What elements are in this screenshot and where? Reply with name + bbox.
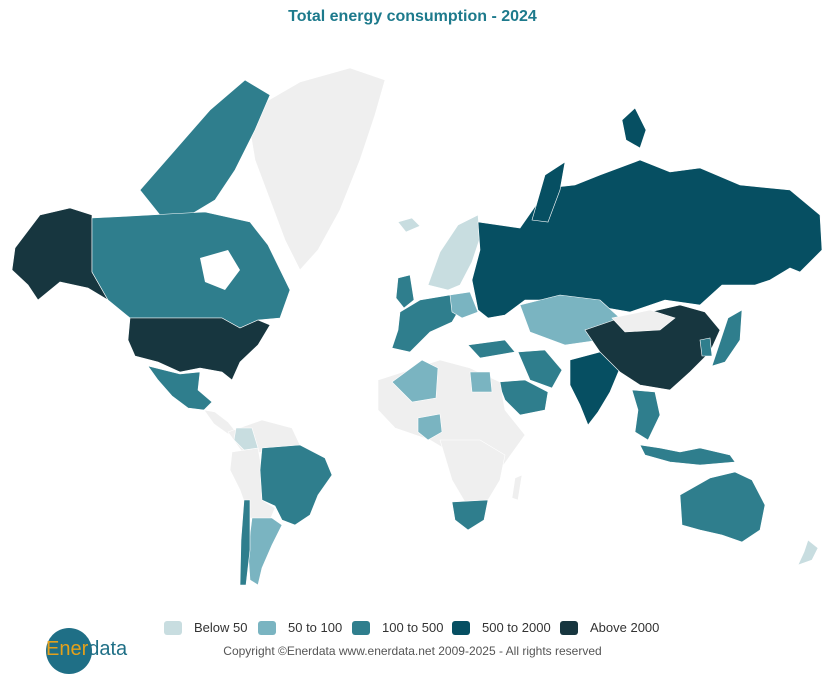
legend-swatch xyxy=(560,621,578,635)
region-mongolia[interactable] xyxy=(611,309,676,333)
legend-label: Above 2000 xyxy=(590,620,660,635)
region-alaska[interactable] xyxy=(11,207,109,301)
region-saudi-arabia[interactable] xyxy=(497,379,549,416)
region-central-america[interactable] xyxy=(203,409,237,435)
region-egypt[interactable] xyxy=(469,371,493,393)
legend-label: 100 to 500 xyxy=(382,620,444,635)
region-eastern-europe[interactable] xyxy=(449,291,479,319)
logo-text-part2: data xyxy=(88,638,128,660)
region-korea[interactable] xyxy=(699,337,713,357)
hudson-bay xyxy=(200,250,240,290)
region-algeria[interactable] xyxy=(391,359,439,403)
region-nigeria[interactable] xyxy=(417,413,443,441)
region-central-africa[interactable] xyxy=(439,439,506,503)
legend-label: Below 50 xyxy=(194,620,248,635)
region-brazil[interactable] xyxy=(259,444,333,526)
legend-swatch xyxy=(352,621,370,635)
legend-swatch xyxy=(258,621,276,635)
legend-label: 50 to 100 xyxy=(288,620,343,635)
region-japan[interactable] xyxy=(711,309,743,367)
logo-text-part1: Ener xyxy=(46,638,89,660)
region-mexico[interactable] xyxy=(147,365,213,411)
region-madagascar[interactable] xyxy=(511,474,523,501)
region-andes[interactable] xyxy=(229,447,276,521)
map-legend: Below 50 50 to 100 100 to 500 500 to 200… xyxy=(164,620,684,638)
region-canada-islands[interactable] xyxy=(139,79,271,216)
region-iceland[interactable] xyxy=(397,217,421,233)
region-uk[interactable] xyxy=(395,274,415,309)
region-new-zealand[interactable] xyxy=(797,539,819,566)
region-iran[interactable] xyxy=(517,349,563,389)
legend-swatch xyxy=(164,621,182,635)
region-south-africa[interactable] xyxy=(451,499,489,531)
region-greenland[interactable] xyxy=(249,67,386,271)
region-russia-islands[interactable] xyxy=(531,161,566,223)
map-title: Total energy consumption - 2024 xyxy=(288,8,537,25)
region-russia[interactable] xyxy=(471,159,823,319)
world-choropleth-map xyxy=(11,67,823,586)
region-usa[interactable] xyxy=(127,317,271,381)
region-chile[interactable] xyxy=(239,499,251,586)
region-turkey[interactable] xyxy=(467,339,516,359)
legend-swatch xyxy=(452,621,470,635)
region-western-europe[interactable] xyxy=(391,294,463,353)
enerdata-logo-circle xyxy=(46,628,92,674)
region-argentina[interactable] xyxy=(247,517,283,586)
region-southeast-asia[interactable] xyxy=(631,389,661,441)
region-canada[interactable] xyxy=(91,211,291,329)
region-novaya-zemlya[interactable] xyxy=(621,107,647,149)
copyright-notice: Copyright ©Enerdata www.enerdata.net 200… xyxy=(223,644,602,658)
region-peru[interactable] xyxy=(233,427,259,451)
enerdata-logo-text[interactable]: Enerdata xyxy=(46,638,127,661)
region-indonesia[interactable] xyxy=(639,444,736,466)
region-australia[interactable] xyxy=(679,471,766,543)
legend-label: 500 to 2000 xyxy=(482,620,551,635)
